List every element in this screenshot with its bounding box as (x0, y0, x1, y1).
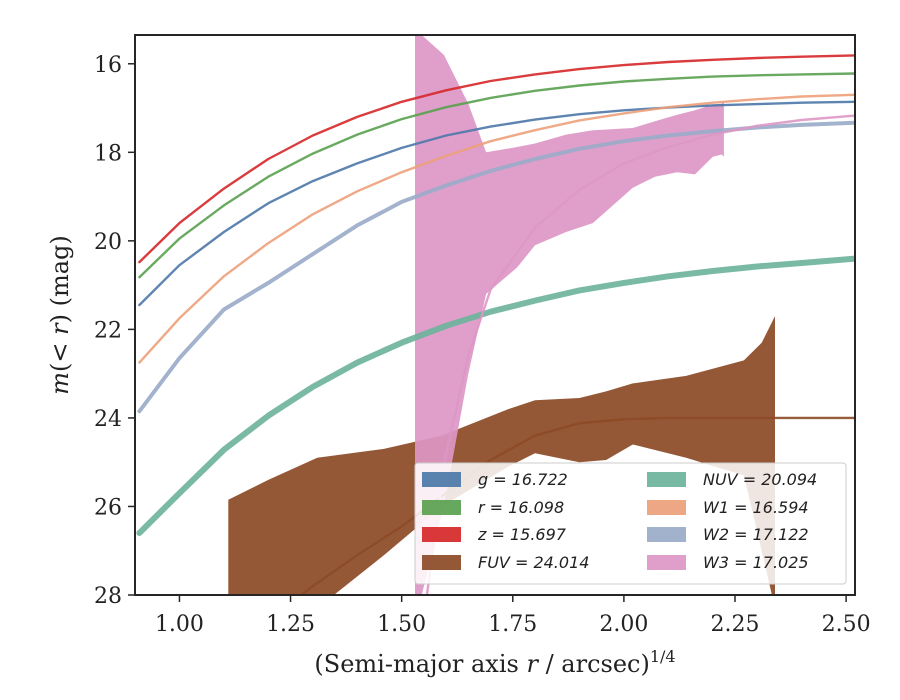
legend-label-w1: W1 = 16.594 (703, 498, 809, 517)
legend-swatch-w3 (647, 555, 686, 570)
legend-label-w3: W3 = 17.025 (703, 553, 809, 572)
x-tick-label: 2.50 (822, 612, 871, 637)
legend-swatch-w2 (647, 527, 686, 542)
series-line-nuv (136, 255, 855, 536)
y-axis-label: m(< r) (mag) (46, 235, 74, 395)
y-tick-label: 20 (94, 230, 122, 255)
legend-swatch-nuv (647, 472, 686, 487)
plot-frame (134, 34, 856, 596)
plot-area (136, 35, 855, 595)
x-tick-label: 2.00 (599, 612, 648, 637)
series-line-fuv (299, 416, 855, 595)
y-tick-label: 16 (94, 53, 122, 78)
legend-label-nuv: NUV = 20.094 (703, 470, 817, 489)
legend-label-fuv: FUV = 24.014 (478, 553, 589, 572)
y-tick-label: 24 (94, 407, 122, 432)
series-line-w2 (137, 120, 855, 414)
x-axis: 1.00 1.25 1.50 1.75 2.00 2.25 2.50 (155, 595, 871, 637)
series-line-g (138, 100, 855, 307)
series-line-z (138, 54, 855, 264)
legend-label-z: z = 15.697 (477, 525, 567, 544)
x-tick-label: 1.75 (488, 612, 537, 637)
legend-swatch-fuv (422, 555, 461, 570)
legend-label-w2: W2 = 17.122 (703, 525, 809, 544)
growth-curves (136, 54, 855, 595)
legend-swatch-g (422, 472, 461, 487)
x-tick-label: 2.25 (711, 612, 760, 637)
x-axis-label: (Semi-major axis r / arcsec)1/4 (314, 647, 675, 678)
x-tick-label: 1.00 (155, 612, 204, 637)
x-tick-label: 1.25 (266, 612, 315, 637)
x-tick-label: 1.50 (377, 612, 426, 637)
legend-swatch-w1 (647, 500, 686, 515)
series-line-r (138, 72, 855, 279)
legend: g = 16.722 r = 16.098 z = 15.697 FUV = 24.0… (414, 462, 847, 585)
y-tick-label: 22 (94, 318, 122, 343)
band-fuv (228, 316, 775, 595)
series-line-w3 (425, 114, 855, 595)
legend-label-r: r = 16.098 (478, 498, 564, 517)
legend-frame (414, 462, 847, 585)
legend-swatch-r (422, 500, 461, 515)
y-tick-label: 28 (94, 584, 122, 609)
legend-swatch-z (422, 527, 461, 542)
y-tick-label: 18 (94, 141, 122, 166)
y-axis: 16 18 20 22 24 26 28 (94, 53, 135, 609)
legend-label-g: g = 16.722 (478, 470, 568, 489)
band-w3 (415, 35, 724, 595)
y-tick-label: 26 (94, 495, 122, 520)
series-line-w1 (138, 93, 855, 364)
uncertainty-bands (228, 35, 775, 595)
